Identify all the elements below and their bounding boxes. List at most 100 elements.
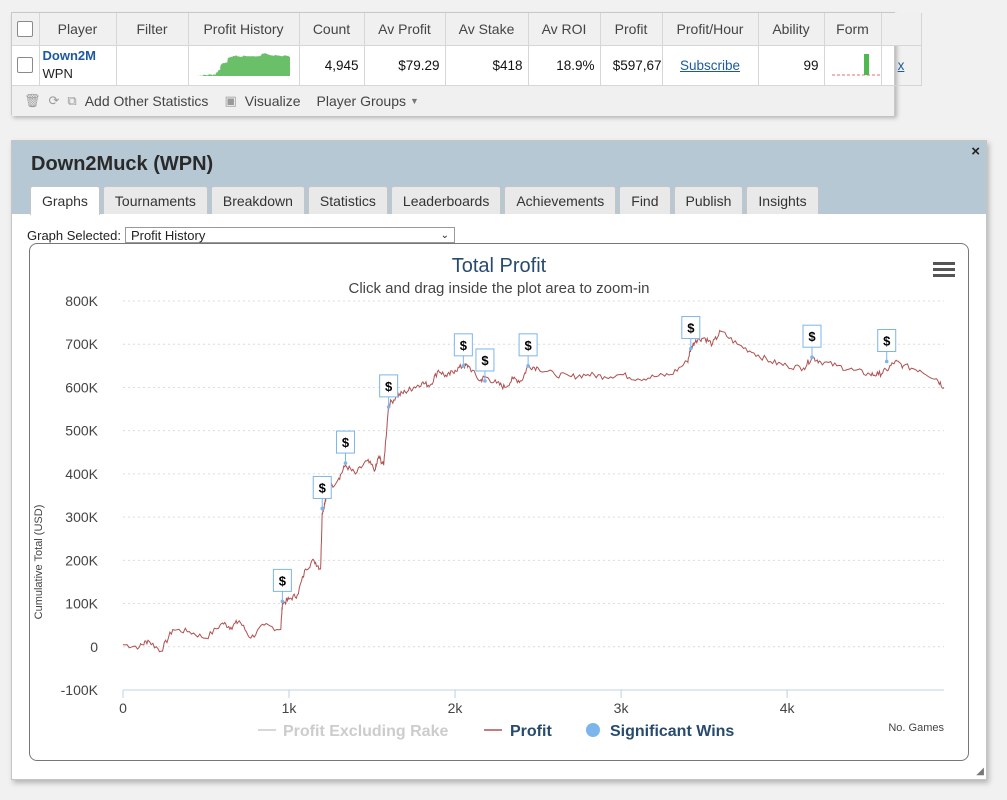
tab-tournaments[interactable]: Tournaments bbox=[102, 186, 208, 214]
count-cell: 4,945 bbox=[299, 45, 365, 86]
tab-leaderboards[interactable]: Leaderboards bbox=[390, 186, 502, 214]
svg-text:$: $ bbox=[687, 321, 695, 336]
y-tick-label: 500K bbox=[65, 423, 98, 439]
y-tick-label: 400K bbox=[65, 466, 98, 482]
svg-text:$: $ bbox=[319, 480, 327, 495]
significant-win-marker[interactable]: $ bbox=[681, 316, 701, 351]
profit-history-cell[interactable] bbox=[188, 45, 300, 86]
column-header-count[interactable]: Count bbox=[299, 13, 365, 46]
column-header-filter[interactable]: Filter bbox=[116, 13, 189, 46]
tab-publish[interactable]: Publish bbox=[673, 186, 744, 214]
column-header-remove bbox=[881, 13, 922, 46]
significant-win-marker[interactable]: $ bbox=[335, 430, 355, 465]
legend-item-profit[interactable]: Profit bbox=[484, 723, 552, 740]
x-axis-label: No. Games bbox=[888, 722, 944, 734]
caret-down-icon: ▼ bbox=[410, 95, 419, 106]
legend-label-excluding-rake: Profit Excluding Rake bbox=[283, 723, 448, 740]
add-other-statistics-button[interactable]: ⧉ Add Other Statistics bbox=[67, 93, 208, 109]
column-header-profit-hour[interactable]: Profit/Hour bbox=[662, 13, 759, 46]
select-all-checkbox[interactable] bbox=[17, 21, 34, 38]
significant-win-marker[interactable]: $ bbox=[379, 374, 399, 409]
form-cell bbox=[824, 45, 882, 86]
filter-cell[interactable] bbox=[116, 45, 189, 86]
column-header-player[interactable]: Player bbox=[39, 13, 117, 46]
visualize-button[interactable]: ▣ Visualize bbox=[224, 93, 300, 109]
significant-win-marker[interactable]: $ bbox=[877, 329, 897, 364]
chart-container[interactable]: Total Profit Click and drag inside the p… bbox=[29, 243, 969, 761]
legend-label-profit: Profit bbox=[510, 723, 552, 740]
x-tick-label: 0 bbox=[119, 700, 127, 716]
select-all-header[interactable] bbox=[12, 13, 40, 46]
column-header-profit-history[interactable]: Profit History bbox=[188, 13, 300, 46]
significant-win-marker[interactable]: $ bbox=[518, 333, 538, 368]
chevron-down-icon: ⌄ bbox=[440, 229, 449, 241]
form-chart bbox=[831, 53, 880, 75]
column-header-ability[interactable]: Ability bbox=[758, 13, 825, 46]
y-tick-label: -100K bbox=[61, 682, 99, 698]
av-roi-cell: 18.9% bbox=[528, 45, 601, 86]
significant-win-marker[interactable]: $ bbox=[453, 333, 473, 368]
significant-win-marker[interactable]: $ bbox=[312, 475, 332, 511]
menu-icon[interactable] bbox=[933, 262, 955, 277]
resize-handle-icon[interactable]: ◢ bbox=[976, 766, 984, 777]
close-icon[interactable]: × bbox=[971, 143, 980, 160]
graph-select-dropdown[interactable]: Profit History ⌄ bbox=[124, 227, 455, 243]
y-tick-label: 100K bbox=[65, 596, 98, 612]
significant-win-marker[interactable]: $ bbox=[802, 324, 822, 359]
row-select-cell[interactable] bbox=[12, 45, 40, 86]
tab-graphs[interactable]: Graphs bbox=[30, 186, 100, 215]
legend-item-excluding-rake[interactable]: Profit Excluding Rake bbox=[258, 723, 448, 740]
graph-select-value: Profit History bbox=[130, 227, 206, 243]
visualize-label: Visualize bbox=[244, 92, 301, 109]
tab-breakdown[interactable]: Breakdown bbox=[210, 186, 305, 214]
x-tick-label: 2k bbox=[448, 700, 464, 716]
y-axis-label: Cumulative Total (USD) bbox=[33, 505, 45, 620]
svg-text:$: $ bbox=[883, 334, 891, 349]
ability-cell: 99 bbox=[758, 45, 825, 86]
panel-tabs: Graphs Tournaments Breakdown Statistics … bbox=[30, 186, 822, 215]
tab-achievements[interactable]: Achievements bbox=[504, 186, 617, 214]
svg-text:$: $ bbox=[342, 435, 350, 450]
profit-series-line[interactable] bbox=[122, 329, 945, 653]
column-header-av-profit[interactable]: Av Profit bbox=[364, 13, 446, 46]
column-header-form[interactable]: Form bbox=[824, 13, 882, 46]
svg-text:$: $ bbox=[524, 338, 532, 353]
profit-sparkline[interactable] bbox=[194, 49, 294, 79]
image-icon: ▣ bbox=[224, 92, 237, 108]
stats-panel: Player Filter Profit History Count Av Pr… bbox=[11, 12, 922, 116]
significant-win-marker[interactable]: $ bbox=[475, 348, 495, 383]
profit-chart[interactable]: Total Profit Click and drag inside the p… bbox=[30, 244, 968, 760]
remove-player-link[interactable]: x bbox=[897, 57, 905, 73]
graph-selector-row: Graph Selected: Profit History ⌄ bbox=[27, 227, 455, 243]
row-checkbox[interactable] bbox=[17, 57, 34, 74]
av-stake-cell: $418 bbox=[445, 45, 529, 86]
trash-icon[interactable]: 🗑 bbox=[24, 92, 41, 108]
player-groups-dropdown[interactable]: Player Groups ▼ bbox=[317, 93, 419, 109]
significant-win-marker[interactable]: $ bbox=[272, 568, 292, 604]
graph-selected-label: Graph Selected: bbox=[27, 227, 121, 243]
svg-text:$: $ bbox=[481, 353, 489, 368]
svg-text:$: $ bbox=[385, 379, 393, 394]
y-tick-label: 200K bbox=[65, 552, 98, 568]
refresh-icon[interactable]: ⟳ bbox=[48, 92, 60, 108]
column-header-profit[interactable]: Profit bbox=[600, 13, 663, 46]
player-name-link[interactable]: Down2M bbox=[42, 48, 96, 63]
tab-find[interactable]: Find bbox=[619, 186, 671, 214]
y-tick-label: 700K bbox=[65, 336, 98, 352]
add-stats-icon: ⧉ bbox=[67, 92, 77, 108]
player-site: WPN bbox=[42, 66, 73, 81]
subscribe-link[interactable]: Subscribe bbox=[679, 57, 741, 73]
y-tick-label: 0 bbox=[90, 639, 98, 655]
column-header-av-stake[interactable]: Av Stake bbox=[445, 13, 529, 46]
legend-label-significant-wins: Significant Wins bbox=[610, 723, 734, 740]
svg-text:$: $ bbox=[460, 338, 468, 353]
panel-header: Down2Muck (WPN) × Graphs Tournaments Bre… bbox=[12, 141, 986, 215]
player-cell: Down2M WPN bbox=[39, 45, 117, 86]
tab-insights[interactable]: Insights bbox=[746, 186, 819, 214]
legend-item-significant-wins[interactable]: Significant Wins bbox=[586, 723, 734, 740]
player-panel: Down2Muck (WPN) × Graphs Tournaments Bre… bbox=[11, 140, 987, 780]
column-header-av-roi[interactable]: Av ROI bbox=[528, 13, 601, 46]
svg-text:$: $ bbox=[808, 329, 816, 344]
tab-statistics[interactable]: Statistics bbox=[307, 186, 388, 214]
profit-cell: $597,67 bbox=[600, 45, 663, 86]
